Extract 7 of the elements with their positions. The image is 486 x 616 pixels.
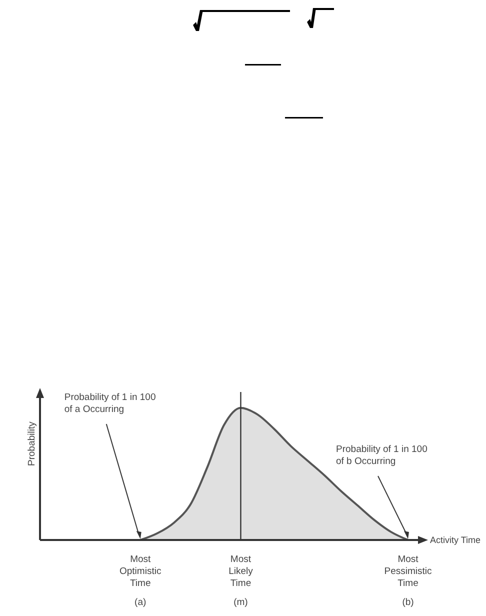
x-axis-title: Activity Time: [430, 535, 481, 545]
x-tick-label: Most Pessimistic Time (b): [384, 554, 432, 608]
x-tick-label: Most Likely Time (m): [228, 554, 254, 608]
x-tick-label: Most Optimistic Time (a): [120, 554, 162, 608]
annotation: Probability of 1 in 100 of b Occurring: [336, 444, 428, 467]
y-axis-title: Probability: [26, 421, 38, 466]
annotation: Probability of 1 in 100 of a Occurring: [64, 392, 156, 415]
